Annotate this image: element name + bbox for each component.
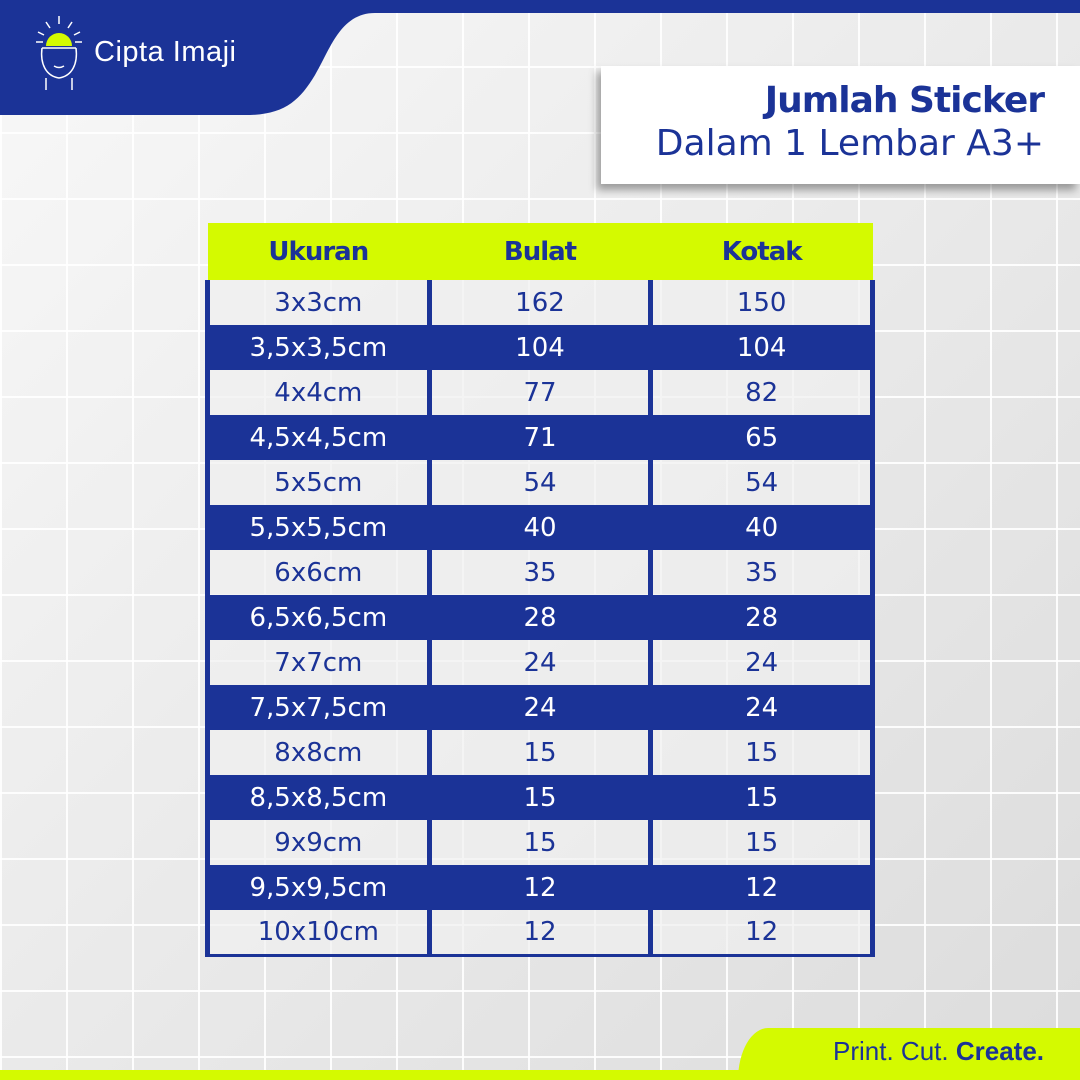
table-row: 10x10cm 12 12 <box>205 910 875 957</box>
cell-bulat: 162 <box>426 280 654 325</box>
cell-bulat: 15 <box>426 730 654 775</box>
cell-ukuran: 9,5x9,5cm <box>205 865 432 910</box>
cell-kotak: 15 <box>648 775 875 820</box>
cell-ukuran: 3,5x3,5cm <box>205 325 432 370</box>
cell-kotak: 12 <box>648 910 875 957</box>
cell-kotak: 12 <box>648 865 875 910</box>
cell-ukuran: 10x10cm <box>205 910 432 957</box>
cell-kotak: 15 <box>648 820 875 865</box>
title-line-1: Jumlah Sticker <box>764 80 1045 121</box>
table-row: 9x9cm 15 15 <box>205 820 875 865</box>
cell-bulat: 15 <box>426 775 654 820</box>
title-line-2: Dalam 1 Lembar A3+ <box>655 123 1044 164</box>
footer-band <box>0 1070 1080 1080</box>
table-row: 3x3cm 162 150 <box>205 280 875 325</box>
cell-bulat: 15 <box>426 820 654 865</box>
head-lightbulb-icon <box>36 16 82 90</box>
cell-kotak: 104 <box>648 325 875 370</box>
cell-ukuran: 6,5x6,5cm <box>205 595 432 640</box>
table-row: 5,5x5,5cm 40 40 <box>205 505 875 550</box>
cell-ukuran: 7x7cm <box>205 640 432 685</box>
header-ukuran: Ukuran <box>207 223 430 280</box>
cell-ukuran: 7,5x7,5cm <box>205 685 432 730</box>
cell-bulat: 77 <box>426 370 654 415</box>
cell-kotak: 65 <box>648 415 875 460</box>
cell-ukuran: 8x8cm <box>205 730 432 775</box>
cell-kotak: 28 <box>648 595 875 640</box>
cell-ukuran: 5,5x5,5cm <box>205 505 432 550</box>
cell-bulat: 54 <box>426 460 654 505</box>
cell-ukuran: 6x6cm <box>205 550 432 595</box>
cell-bulat: 71 <box>426 415 654 460</box>
tagline-part1: Print. Cut. <box>833 1036 956 1066</box>
cell-ukuran: 8,5x8,5cm <box>205 775 432 820</box>
cell-ukuran: 5x5cm <box>205 460 432 505</box>
cell-bulat: 12 <box>426 910 654 957</box>
cell-kotak: 24 <box>648 640 875 685</box>
table-row: 8x8cm 15 15 <box>205 730 875 775</box>
cell-ukuran: 9x9cm <box>205 820 432 865</box>
table-row: 7x7cm 24 24 <box>205 640 875 685</box>
cell-bulat: 28 <box>426 595 654 640</box>
tagline-part2: Create. <box>955 1036 1044 1066</box>
sticker-count-table: Ukuran Bulat Kotak 3x3cm 162 150 3,5x3,5cm 1… <box>205 223 875 957</box>
cell-ukuran: 4,5x4,5cm <box>205 415 432 460</box>
cell-bulat: 104 <box>426 325 654 370</box>
header-kotak: Kotak <box>650 223 873 280</box>
cell-bulat: 35 <box>426 550 654 595</box>
cell-bulat: 12 <box>426 865 654 910</box>
table-row: 3,5x3,5cm 104 104 <box>205 325 875 370</box>
table-row: 4,5x4,5cm 71 65 <box>205 415 875 460</box>
brand-name: Cipta Imaji <box>94 35 237 68</box>
table-header: Ukuran Bulat Kotak <box>207 223 873 280</box>
table-row: 8,5x8,5cm 15 15 <box>205 775 875 820</box>
cell-bulat: 24 <box>426 640 654 685</box>
cell-bulat: 24 <box>426 685 654 730</box>
table-row: 6,5x6,5cm 28 28 <box>205 595 875 640</box>
cell-kotak: 15 <box>648 730 875 775</box>
tagline: Print. Cut. Create. <box>833 1036 1044 1067</box>
cell-kotak: 40 <box>648 505 875 550</box>
table-row: 5x5cm 54 54 <box>205 460 875 505</box>
table-row: 7,5x7,5cm 24 24 <box>205 685 875 730</box>
footer-shape <box>738 1028 1080 1080</box>
logo: Cipta Imaji <box>34 14 237 90</box>
cell-kotak: 150 <box>648 280 875 325</box>
table-row: 4x4cm 77 82 <box>205 370 875 415</box>
table-row: 6x6cm 35 35 <box>205 550 875 595</box>
cell-kotak: 54 <box>648 460 875 505</box>
cell-bulat: 40 <box>426 505 654 550</box>
title-card: Jumlah Sticker Dalam 1 Lembar A3+ <box>601 66 1080 184</box>
header-bulat: Bulat <box>429 223 651 280</box>
logo-banner <box>0 0 400 115</box>
table-row: 9,5x9,5cm 12 12 <box>205 865 875 910</box>
cell-kotak: 24 <box>648 685 875 730</box>
cell-kotak: 35 <box>648 550 875 595</box>
cell-ukuran: 4x4cm <box>205 370 432 415</box>
cell-kotak: 82 <box>648 370 875 415</box>
cell-ukuran: 3x3cm <box>205 280 432 325</box>
